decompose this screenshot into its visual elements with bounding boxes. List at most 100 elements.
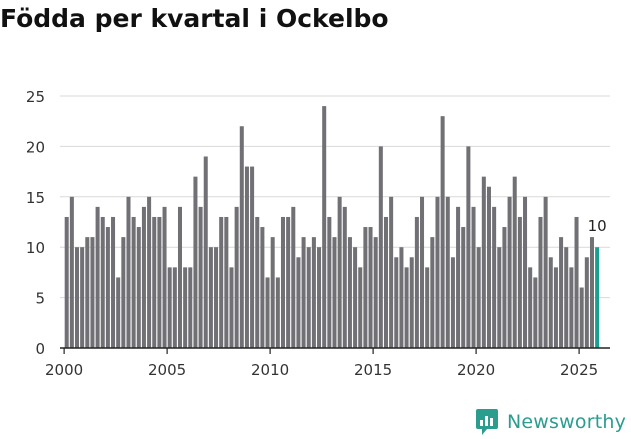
bar xyxy=(250,166,255,348)
bar xyxy=(471,206,476,348)
bar xyxy=(409,257,414,348)
bar xyxy=(481,176,486,348)
bar xyxy=(224,216,229,348)
bar xyxy=(327,216,332,348)
bar xyxy=(265,277,270,348)
bar xyxy=(100,216,105,348)
bar xyxy=(219,216,224,348)
x-axis: 2000 2005 2010 2015 2020 2025 xyxy=(45,347,610,379)
x-tick-label-2025: 2025 xyxy=(560,361,598,379)
bar xyxy=(502,227,507,348)
bar xyxy=(147,196,152,348)
y-tick-label-20: 20 xyxy=(26,138,45,156)
bar xyxy=(528,267,533,348)
bar xyxy=(517,216,522,348)
bar xyxy=(260,227,265,348)
x-tick-label-2010: 2010 xyxy=(251,361,289,379)
x-tick-label-2000: 2000 xyxy=(45,361,83,379)
data-labels: 10 xyxy=(588,217,607,235)
bar xyxy=(90,237,95,348)
bar xyxy=(80,247,85,348)
bar xyxy=(69,196,74,348)
bar xyxy=(569,267,574,348)
bar xyxy=(203,156,208,348)
bar xyxy=(497,247,502,348)
chart-title: Födda per kvartal i Ockelbo xyxy=(0,4,389,33)
bar xyxy=(538,216,543,348)
bar xyxy=(559,237,564,348)
bar xyxy=(322,106,327,348)
bar xyxy=(116,277,121,348)
bar xyxy=(64,216,69,348)
bar xyxy=(456,206,461,348)
bar xyxy=(492,206,497,348)
bar xyxy=(85,237,90,348)
bar xyxy=(353,247,358,348)
x-tick-label-2015: 2015 xyxy=(354,361,392,379)
bar xyxy=(301,237,306,348)
bar xyxy=(188,267,193,348)
bar xyxy=(317,247,322,348)
y-tick-label-25: 25 xyxy=(26,88,45,106)
bar xyxy=(466,146,471,348)
bar xyxy=(589,237,594,348)
bar xyxy=(383,216,388,348)
bar xyxy=(363,227,368,348)
bar xyxy=(342,206,347,348)
bar xyxy=(579,287,584,348)
newsworthy-logo: Newsworthy xyxy=(475,406,626,438)
bar xyxy=(183,267,188,348)
bar xyxy=(131,216,136,348)
bar xyxy=(430,237,435,348)
bar xyxy=(126,196,131,348)
bar xyxy=(404,267,409,348)
bar xyxy=(543,196,548,348)
bar xyxy=(255,216,260,348)
bar xyxy=(157,216,162,348)
brand-name: Newsworthy xyxy=(507,411,627,433)
bar xyxy=(244,166,249,348)
bar xyxy=(105,227,110,348)
bar xyxy=(584,257,589,348)
bar xyxy=(435,196,440,348)
bar xyxy=(172,267,177,348)
bar xyxy=(306,247,311,348)
bar xyxy=(111,216,116,348)
y-tick-label-5: 5 xyxy=(35,290,45,308)
bar xyxy=(167,267,172,348)
bar xyxy=(461,227,466,348)
bar xyxy=(95,206,100,348)
bar xyxy=(347,237,352,348)
bar xyxy=(507,196,512,348)
bar xyxy=(389,196,394,348)
bar xyxy=(234,206,239,348)
bar xyxy=(378,146,383,348)
bar xyxy=(337,196,342,348)
bar xyxy=(332,237,337,348)
bar xyxy=(564,247,569,348)
bar xyxy=(548,257,553,348)
bar xyxy=(214,247,219,348)
bar xyxy=(425,267,430,348)
bar xyxy=(373,237,378,348)
bar xyxy=(280,216,285,348)
bar xyxy=(74,247,80,348)
bar xyxy=(193,176,198,348)
bar xyxy=(141,206,146,348)
bar xyxy=(208,247,213,348)
bar xyxy=(445,196,450,348)
bar xyxy=(420,196,425,348)
bars xyxy=(64,106,600,349)
bar xyxy=(574,216,579,348)
y-tick-label-0: 0 xyxy=(35,340,45,358)
bar xyxy=(311,237,316,348)
bar xyxy=(239,126,244,349)
bar xyxy=(486,186,491,348)
bar xyxy=(399,247,404,348)
bar xyxy=(270,237,275,348)
latest-value-label: 10 xyxy=(588,217,607,235)
bar xyxy=(291,206,296,348)
bar xyxy=(177,206,182,348)
bar xyxy=(440,116,445,348)
bar xyxy=(121,237,126,348)
